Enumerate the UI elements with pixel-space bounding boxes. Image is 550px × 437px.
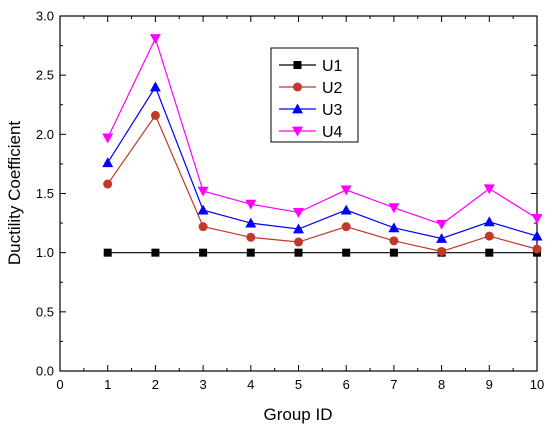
x-tick-label: 9 (486, 377, 493, 392)
data-point-u3 (483, 216, 495, 227)
y-tick-label: 3.0 (36, 9, 54, 24)
x-tick-label: 5 (295, 377, 302, 392)
series-line-u3 (107, 85, 538, 240)
data-point-u2 (294, 237, 303, 247)
x-tick-label: 6 (343, 377, 350, 392)
series-layer (102, 34, 543, 257)
x-tick-label: 0 (56, 377, 63, 392)
data-point-u1 (485, 248, 494, 257)
data-point-u2 (103, 179, 113, 189)
data-point-u4 (197, 186, 209, 197)
series-line-u4 (107, 36, 538, 225)
series-u4 (102, 34, 543, 230)
series-u2 (103, 110, 542, 256)
y-tick-label: 0.0 (36, 364, 54, 379)
data-point-u4 (483, 184, 495, 195)
x-tick-label: 3 (199, 377, 206, 392)
data-point-u1 (246, 248, 255, 257)
data-point-u4 (388, 203, 400, 214)
data-point-u4 (340, 185, 352, 196)
legend-label: U3 (322, 102, 343, 119)
series-u3 (102, 81, 543, 243)
legend-marker (293, 61, 302, 69)
legend-label: U2 (322, 80, 343, 97)
x-tick-label: 2 (152, 377, 159, 392)
y-tick-label: 0.5 (36, 304, 54, 319)
x-tick-label: 1 (104, 377, 111, 392)
data-point-u3 (436, 232, 448, 243)
data-point-u2 (198, 222, 208, 232)
x-axis-label: Group ID (264, 405, 333, 424)
data-point-u1 (389, 248, 398, 257)
axes-layer: 0 1 2 3 4 5 6 7 8 9 10 0.0 0.5 1.0 1.5 2.0 2.5 3.0 (36, 9, 544, 393)
x-tick-label: 10 (530, 377, 544, 392)
data-point-u1 (151, 248, 160, 257)
data-point-u2 (532, 244, 542, 254)
legend-label: U4 (322, 124, 343, 141)
data-point-u2 (437, 246, 447, 256)
data-point-u1 (103, 248, 112, 257)
y-tick-label: 2.0 (36, 127, 54, 142)
data-point-u1 (199, 248, 208, 257)
data-point-u4 (149, 34, 161, 44)
data-point-u1 (342, 248, 351, 257)
legend-label: U1 (322, 58, 343, 75)
y-tick-label: 1.5 (36, 186, 54, 201)
data-point-u3 (388, 222, 400, 233)
data-point-u4 (293, 208, 304, 218)
legend: U1 U2 U3 U4 (270, 47, 359, 143)
data-point-u2 (484, 231, 494, 241)
data-point-u3 (197, 204, 209, 215)
data-point-u3 (531, 230, 543, 241)
data-point-u4 (531, 213, 543, 224)
y-axis-label: Ductility Coefficient (5, 121, 24, 266)
legend-marker (292, 126, 303, 137)
data-point-u3 (293, 223, 304, 234)
data-point-u4 (245, 199, 257, 210)
legend-box (270, 47, 359, 143)
data-point-u2 (246, 232, 256, 242)
data-point-u3 (245, 217, 257, 228)
y-tick-label: 1.0 (36, 245, 54, 260)
x-tick-label: 4 (247, 377, 254, 392)
series-line-u2 (107, 114, 538, 253)
data-point-u4 (102, 133, 114, 144)
data-point-u1 (294, 248, 303, 257)
legend-marker (292, 103, 303, 114)
data-point-u4 (436, 219, 448, 230)
series-u1 (103, 248, 541, 257)
data-point-u3 (149, 81, 161, 92)
data-point-u3 (340, 204, 352, 215)
y-tick-label: 2.5 (36, 68, 54, 83)
data-point-u2 (341, 222, 351, 232)
x-tick-label: 8 (438, 377, 445, 392)
data-point-u2 (150, 110, 160, 120)
data-point-u2 (389, 236, 399, 246)
x-tick-label: 7 (390, 377, 397, 392)
data-point-u3 (102, 157, 114, 168)
legend-marker (293, 82, 302, 92)
